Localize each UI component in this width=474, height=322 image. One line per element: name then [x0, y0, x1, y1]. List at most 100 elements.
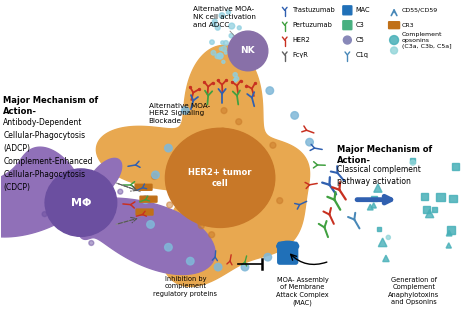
Polygon shape — [374, 184, 382, 192]
Circle shape — [182, 107, 189, 114]
Circle shape — [236, 119, 242, 125]
FancyBboxPatch shape — [449, 195, 457, 202]
Circle shape — [214, 263, 222, 271]
FancyBboxPatch shape — [410, 158, 415, 164]
Circle shape — [266, 87, 273, 94]
Circle shape — [60, 225, 65, 231]
FancyBboxPatch shape — [447, 226, 455, 234]
FancyBboxPatch shape — [372, 195, 377, 202]
Circle shape — [390, 36, 399, 44]
Circle shape — [178, 168, 184, 174]
Circle shape — [221, 46, 227, 51]
Text: CD55/CD59: CD55/CD59 — [402, 8, 438, 13]
Circle shape — [215, 25, 220, 30]
Circle shape — [224, 41, 228, 45]
Circle shape — [212, 22, 216, 26]
Ellipse shape — [277, 241, 299, 251]
Circle shape — [89, 241, 94, 245]
Circle shape — [108, 196, 113, 201]
Text: Inhibition by
complement
regulatory proteins: Inhibition by complement regulatory prot… — [153, 276, 217, 297]
FancyBboxPatch shape — [343, 6, 352, 15]
Polygon shape — [447, 230, 452, 236]
Circle shape — [212, 19, 217, 24]
FancyBboxPatch shape — [437, 193, 445, 201]
Circle shape — [152, 171, 159, 179]
Circle shape — [198, 220, 203, 225]
Circle shape — [264, 253, 272, 261]
Text: MΦ: MΦ — [71, 198, 91, 208]
Text: CR3: CR3 — [402, 23, 415, 28]
Circle shape — [177, 161, 183, 167]
Text: Trastuzumab: Trastuzumab — [292, 7, 336, 13]
Polygon shape — [446, 243, 451, 248]
Circle shape — [193, 213, 200, 219]
Ellipse shape — [45, 169, 117, 236]
Circle shape — [164, 243, 172, 251]
FancyBboxPatch shape — [343, 21, 352, 30]
Polygon shape — [96, 45, 310, 286]
Circle shape — [343, 36, 351, 44]
Circle shape — [227, 203, 233, 209]
Ellipse shape — [165, 128, 275, 227]
Circle shape — [152, 174, 157, 179]
Circle shape — [198, 223, 204, 229]
Circle shape — [64, 210, 69, 215]
Polygon shape — [0, 147, 215, 274]
Circle shape — [59, 218, 64, 223]
Circle shape — [235, 77, 239, 80]
FancyBboxPatch shape — [140, 196, 157, 202]
Text: Alternative MOA-
NK cell activation
and ADCC: Alternative MOA- NK cell activation and … — [193, 6, 256, 28]
FancyBboxPatch shape — [423, 206, 430, 213]
Circle shape — [291, 112, 299, 119]
Circle shape — [219, 47, 222, 50]
Circle shape — [224, 51, 228, 54]
Circle shape — [204, 211, 210, 216]
Circle shape — [167, 202, 173, 208]
Circle shape — [209, 232, 215, 238]
Circle shape — [229, 33, 234, 38]
Circle shape — [219, 13, 225, 18]
FancyBboxPatch shape — [135, 184, 152, 190]
Circle shape — [410, 160, 415, 165]
FancyBboxPatch shape — [377, 227, 382, 231]
Text: Major Mechanism of
Action-: Major Mechanism of Action- — [3, 96, 99, 116]
Circle shape — [233, 79, 237, 82]
Polygon shape — [367, 204, 373, 210]
Circle shape — [142, 196, 149, 204]
Polygon shape — [378, 238, 387, 247]
Circle shape — [42, 212, 47, 217]
Circle shape — [164, 144, 172, 152]
Circle shape — [244, 199, 250, 205]
Text: Generation of
Complement
Anaphylotoxins
and Opsonins: Generation of Complement Anaphylotoxins … — [388, 277, 439, 306]
Circle shape — [277, 198, 283, 204]
Circle shape — [90, 187, 95, 192]
Circle shape — [221, 108, 227, 114]
Text: Major Mechanism of
Action-: Major Mechanism of Action- — [337, 145, 433, 165]
Circle shape — [222, 60, 225, 63]
Polygon shape — [426, 209, 434, 218]
Text: Antibody-Dependent
Cellular-Phagocytosis
(ADCP)
Complement-Enhanced
Cellular-Pha: Antibody-Dependent Cellular-Phagocytosis… — [3, 118, 93, 192]
FancyBboxPatch shape — [421, 193, 428, 200]
FancyBboxPatch shape — [278, 242, 298, 264]
Text: MAC: MAC — [356, 7, 370, 13]
Text: C3: C3 — [356, 22, 364, 28]
Circle shape — [210, 40, 214, 44]
Circle shape — [68, 188, 73, 194]
Text: FcγR: FcγR — [292, 52, 309, 58]
Circle shape — [227, 10, 230, 14]
Text: HER2: HER2 — [292, 37, 310, 43]
Circle shape — [46, 200, 50, 205]
Circle shape — [211, 51, 216, 55]
Circle shape — [211, 141, 217, 147]
Circle shape — [306, 138, 313, 146]
Circle shape — [80, 178, 84, 184]
Text: C5: C5 — [356, 37, 364, 43]
Circle shape — [386, 235, 391, 240]
Circle shape — [241, 263, 249, 271]
Circle shape — [67, 186, 73, 191]
FancyBboxPatch shape — [452, 163, 459, 170]
Text: Classical complement
pathway activation: Classical complement pathway activation — [337, 165, 421, 186]
Polygon shape — [371, 203, 376, 208]
Text: NK: NK — [241, 46, 255, 55]
Circle shape — [391, 47, 398, 54]
